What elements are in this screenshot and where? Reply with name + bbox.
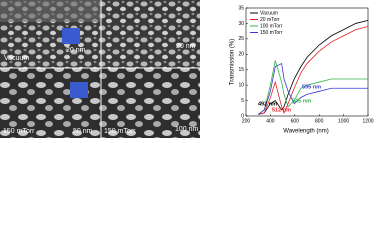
x-tick-label: 400: [266, 118, 275, 124]
micrograph-shade: [0, 0, 101, 22]
legend-label: 20 mTorr: [260, 17, 280, 23]
panel-label: Vacuum: [4, 55, 29, 62]
panel-label: 150 mTorr: [3, 128, 35, 135]
y-tick-label: 35: [238, 5, 244, 11]
y-tick-label: 30: [238, 21, 244, 27]
annotation: 595 nm: [302, 84, 321, 90]
y-tick-label: 10: [238, 82, 244, 88]
y-tick-label: 20: [238, 52, 244, 58]
micrograph: [101, 0, 200, 68]
panel-label: 150 mTorr: [104, 128, 136, 135]
x-tick-label: 1000: [338, 118, 349, 124]
x-tick-label: 600: [291, 118, 300, 124]
scale-label: 20 nm: [176, 43, 196, 50]
x-tick-label: 200: [242, 118, 251, 124]
annotation: 545 nm: [292, 98, 311, 104]
annotation: 492 nm: [258, 101, 277, 107]
series-line: [257, 60, 368, 115]
y-tick-label: 5: [241, 98, 244, 104]
y-tick-label: 0: [241, 113, 244, 119]
micrograph: [0, 68, 101, 138]
chart: Wavelength (nm) Transmission (%) 0 5 10 15 2…: [230, 5, 374, 134]
inset-cube: [62, 28, 80, 44]
legend-label: 150 mTorr: [260, 30, 283, 36]
series-line: [258, 26, 369, 115]
y-axis-title: Transmission (%): [230, 39, 236, 85]
y-tick-label: 15: [238, 67, 244, 73]
figure: Vacuum 20 nm 20 nm 150 mTorr 50 nm 150 m…: [0, 0, 374, 138]
scale-label: 50 nm: [73, 128, 93, 135]
series-line: [257, 62, 368, 115]
x-axis-title: Wavelength (nm): [283, 129, 328, 135]
x-tick-label: 1200: [362, 118, 373, 124]
x-tick-label: 800: [315, 118, 324, 124]
annotation: 512 nm: [272, 107, 291, 113]
legend-label: 100 mTorr: [260, 23, 283, 29]
legend-label: Vacuum: [260, 10, 278, 16]
micrograph-panels: [0, 0, 200, 138]
plot-frame: [245, 7, 369, 117]
y-tick-label: 25: [238, 36, 244, 42]
micrograph: [101, 68, 200, 138]
scale-label: 100 nm: [175, 126, 199, 133]
inset-cube: [70, 82, 88, 98]
scale-label: 20 nm: [66, 47, 86, 54]
series-line: [258, 19, 369, 115]
